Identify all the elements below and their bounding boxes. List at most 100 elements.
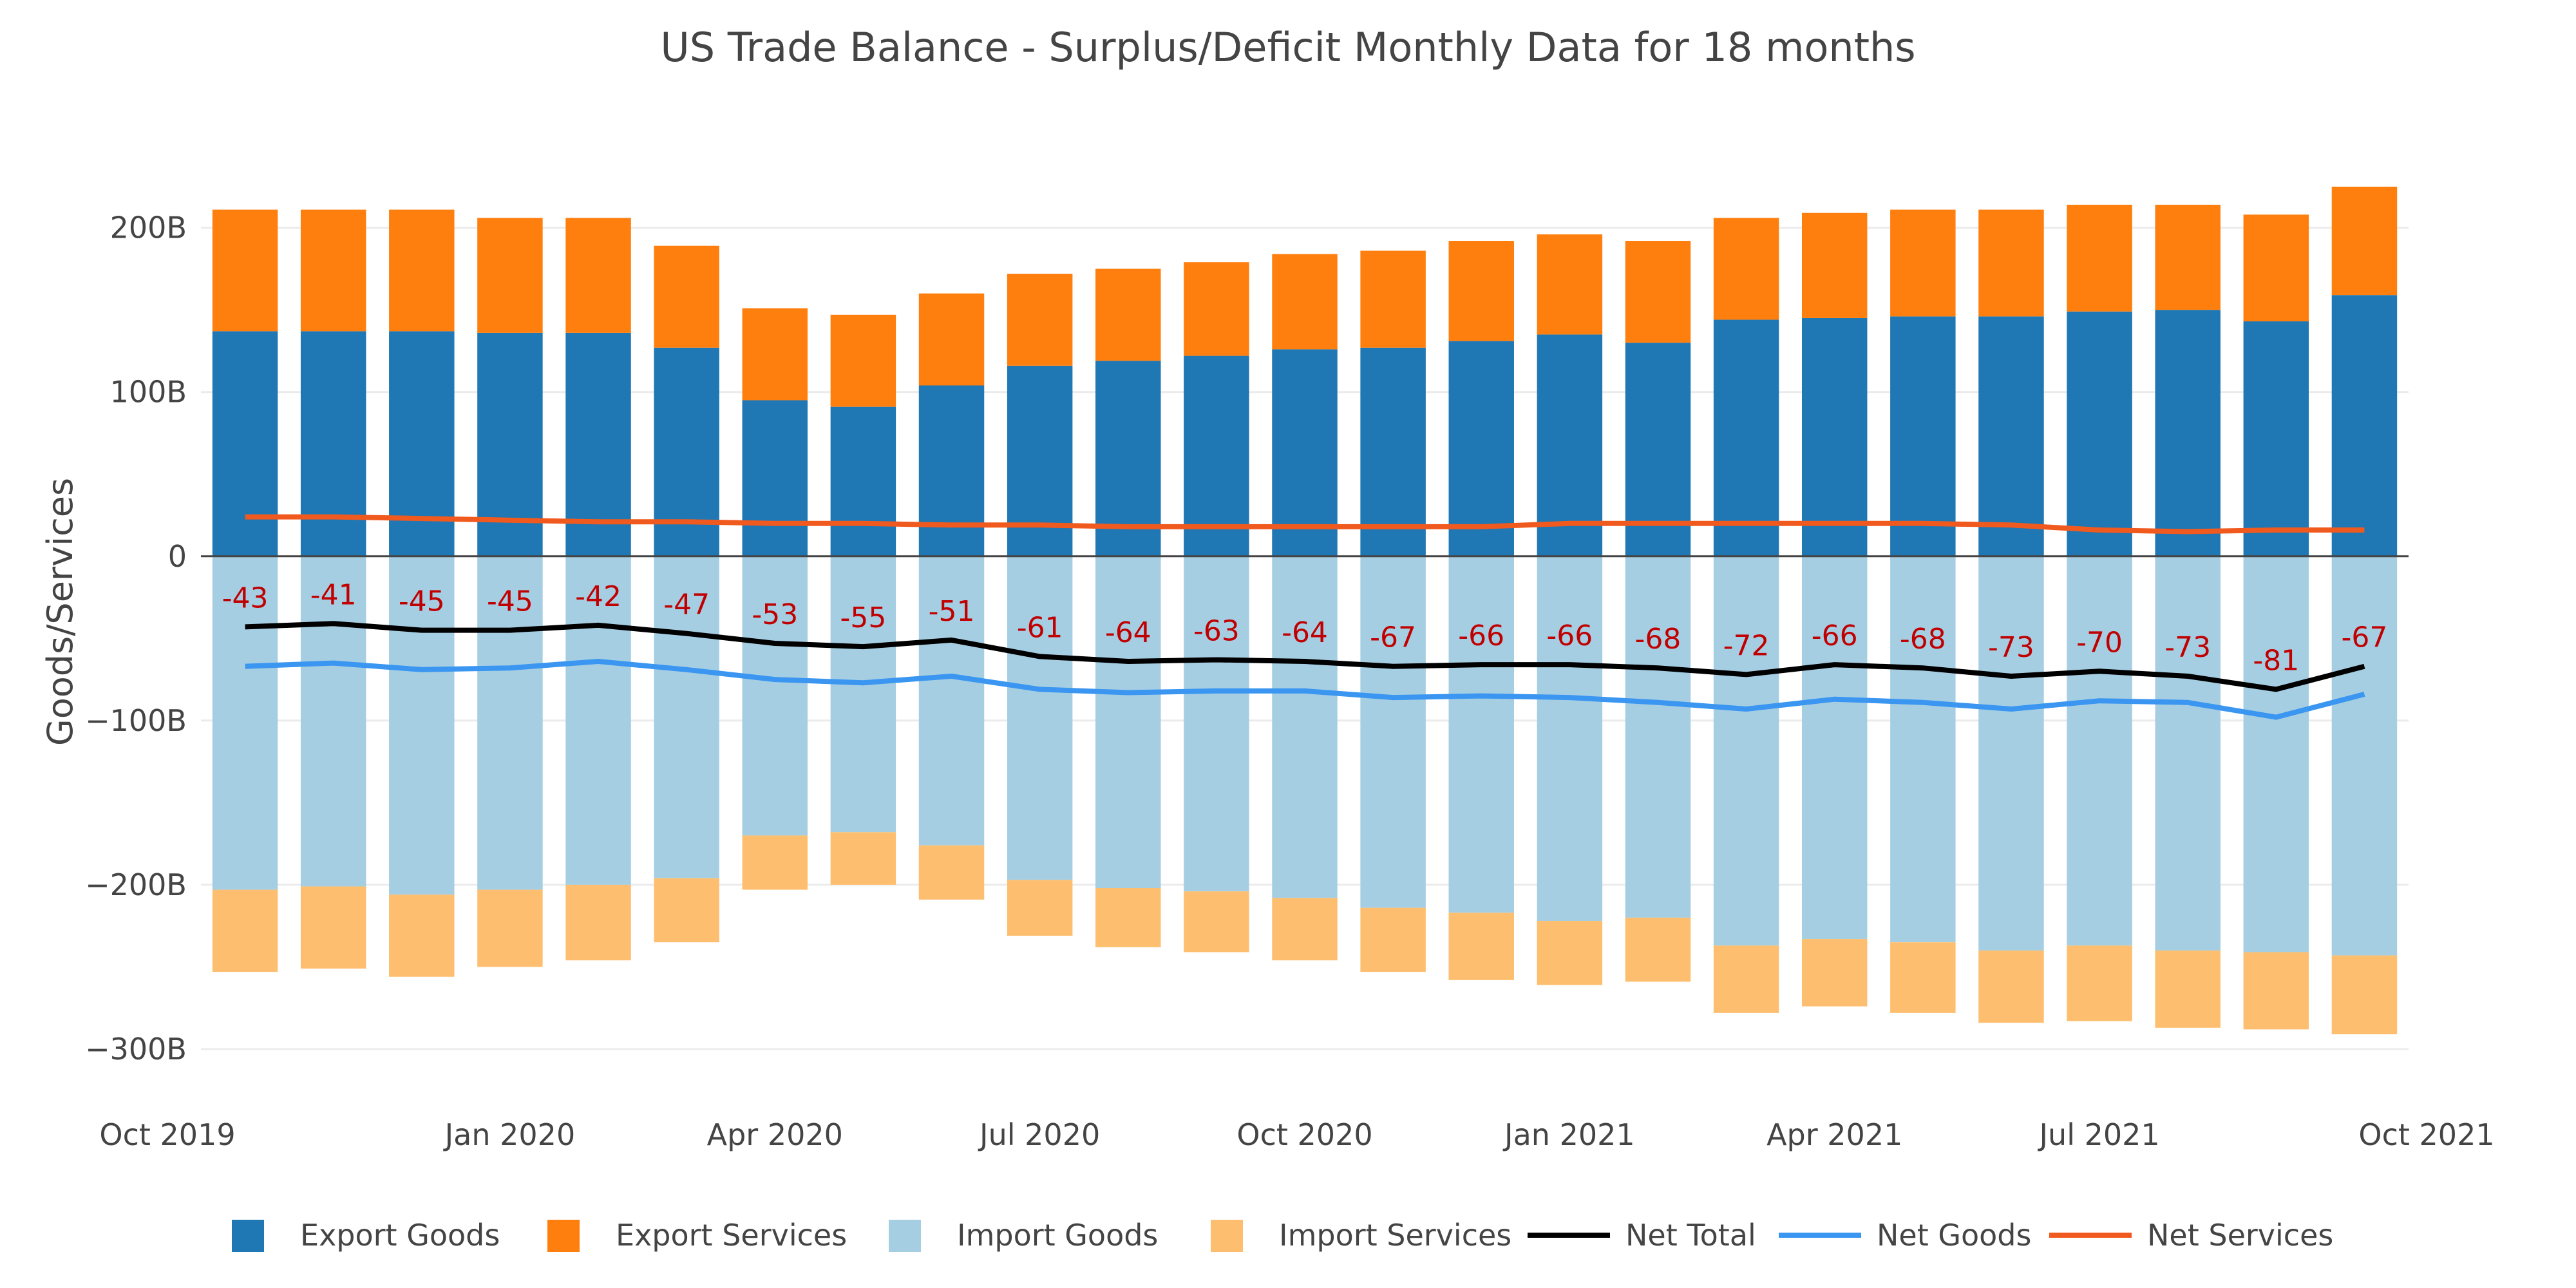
bar <box>1801 556 1868 940</box>
bar <box>654 245 719 348</box>
bar <box>1801 213 1868 318</box>
legend-swatch <box>547 1220 580 1252</box>
bar <box>830 832 896 885</box>
bar <box>2331 295 2398 556</box>
bar <box>1801 939 1868 1007</box>
bar <box>1448 341 1514 556</box>
bar <box>1272 349 1338 556</box>
bar <box>300 331 366 556</box>
legend-swatch <box>1211 1220 1243 1252</box>
data-label: -42 <box>575 580 621 613</box>
y-axis-label: Goods/Services <box>40 478 80 746</box>
x-tick-label: Oct 2020 <box>1236 1117 1372 1152</box>
bar <box>2155 310 2221 556</box>
bar <box>1360 907 1426 972</box>
bar <box>1095 361 1161 556</box>
bar <box>654 878 719 943</box>
bar <box>1360 347 1426 556</box>
bar <box>2243 556 2309 952</box>
x-tick-label: Jan 2020 <box>443 1117 576 1152</box>
bar <box>2331 186 2398 296</box>
bar <box>1184 891 1249 952</box>
x-tick-label: Apr 2020 <box>707 1117 843 1152</box>
data-label: -45 <box>399 585 445 618</box>
bar <box>2243 321 2309 556</box>
bar <box>1448 556 1514 913</box>
bar <box>1890 316 1956 556</box>
bar <box>918 845 985 900</box>
bar <box>212 889 278 972</box>
data-label: -43 <box>222 582 269 614</box>
legend-label: Export Services <box>616 1218 847 1253</box>
bar <box>742 556 808 836</box>
chart-title: US Trade Balance - Surplus/Deficit Month… <box>660 24 1915 71</box>
bar <box>389 895 455 977</box>
bar <box>1007 880 1073 936</box>
data-label: -68 <box>1900 623 1946 656</box>
x-tick-label: Jan 2021 <box>1502 1117 1635 1152</box>
bar <box>830 314 896 407</box>
series-line <box>245 514 2365 535</box>
bar <box>1890 209 1956 317</box>
y-tick-label: 0 <box>168 539 187 574</box>
data-label: -81 <box>2253 644 2299 677</box>
bar <box>830 406 896 556</box>
data-label: -72 <box>1723 629 1770 662</box>
data-label: -67 <box>2342 621 2388 654</box>
bar <box>1890 556 1956 943</box>
bar <box>1537 334 1603 556</box>
bar <box>918 293 985 386</box>
bar <box>1272 254 1338 350</box>
bar <box>1007 556 1073 880</box>
data-label: -64 <box>1282 616 1328 649</box>
data-label: -41 <box>310 578 357 611</box>
bar <box>1537 556 1603 922</box>
y-tick-label: −100B <box>85 703 187 738</box>
legend-label: Export Goods <box>300 1218 500 1253</box>
data-label: -64 <box>1105 616 1151 649</box>
bar <box>300 556 366 887</box>
data-label: -66 <box>1458 620 1504 652</box>
bar <box>1890 942 1956 1013</box>
bar <box>1713 218 1779 320</box>
legend-label: Net Goods <box>1877 1218 2031 1253</box>
x-tick-label: Oct 2019 <box>99 1117 235 1152</box>
bar <box>1184 355 1249 556</box>
x-axis-ticks: Oct 2019 Jan 2020 Apr 2020 Jul 2020 Oct 2020… <box>99 1117 2494 1152</box>
legend-label: Net Total <box>1625 1218 1756 1253</box>
bars <box>212 186 2398 1035</box>
bar <box>1713 319 1779 556</box>
bar <box>1537 234 1603 335</box>
bar <box>2155 556 2221 951</box>
bar <box>1272 898 1338 961</box>
data-label: -53 <box>752 598 798 631</box>
bar <box>1625 556 1691 918</box>
bar <box>2331 955 2398 1035</box>
x-tick-label: Jul 2020 <box>978 1117 1100 1152</box>
y-tick-label: 100B <box>110 375 187 410</box>
data-label: -66 <box>1546 620 1593 652</box>
data-label: -68 <box>1635 623 1681 656</box>
bar <box>1360 251 1426 348</box>
data-label: -73 <box>2164 631 2211 664</box>
bar <box>1801 317 1868 556</box>
bar <box>2067 945 2132 1021</box>
bar <box>830 556 896 833</box>
data-label: -73 <box>1988 631 2034 664</box>
x-tick-label: Jul 2021 <box>2037 1117 2159 1152</box>
data-label: -67 <box>1370 621 1416 654</box>
bar <box>918 556 985 846</box>
bar <box>300 209 366 332</box>
data-label: -47 <box>663 589 710 621</box>
legend-swatch <box>232 1220 264 1252</box>
bar <box>2155 950 2221 1028</box>
bar <box>477 556 543 890</box>
bar <box>1713 556 1779 946</box>
bar <box>212 209 278 332</box>
bar <box>2243 214 2309 322</box>
bar <box>1095 556 1161 889</box>
bar <box>654 556 719 878</box>
bar <box>477 889 543 967</box>
bar <box>2067 311 2132 556</box>
